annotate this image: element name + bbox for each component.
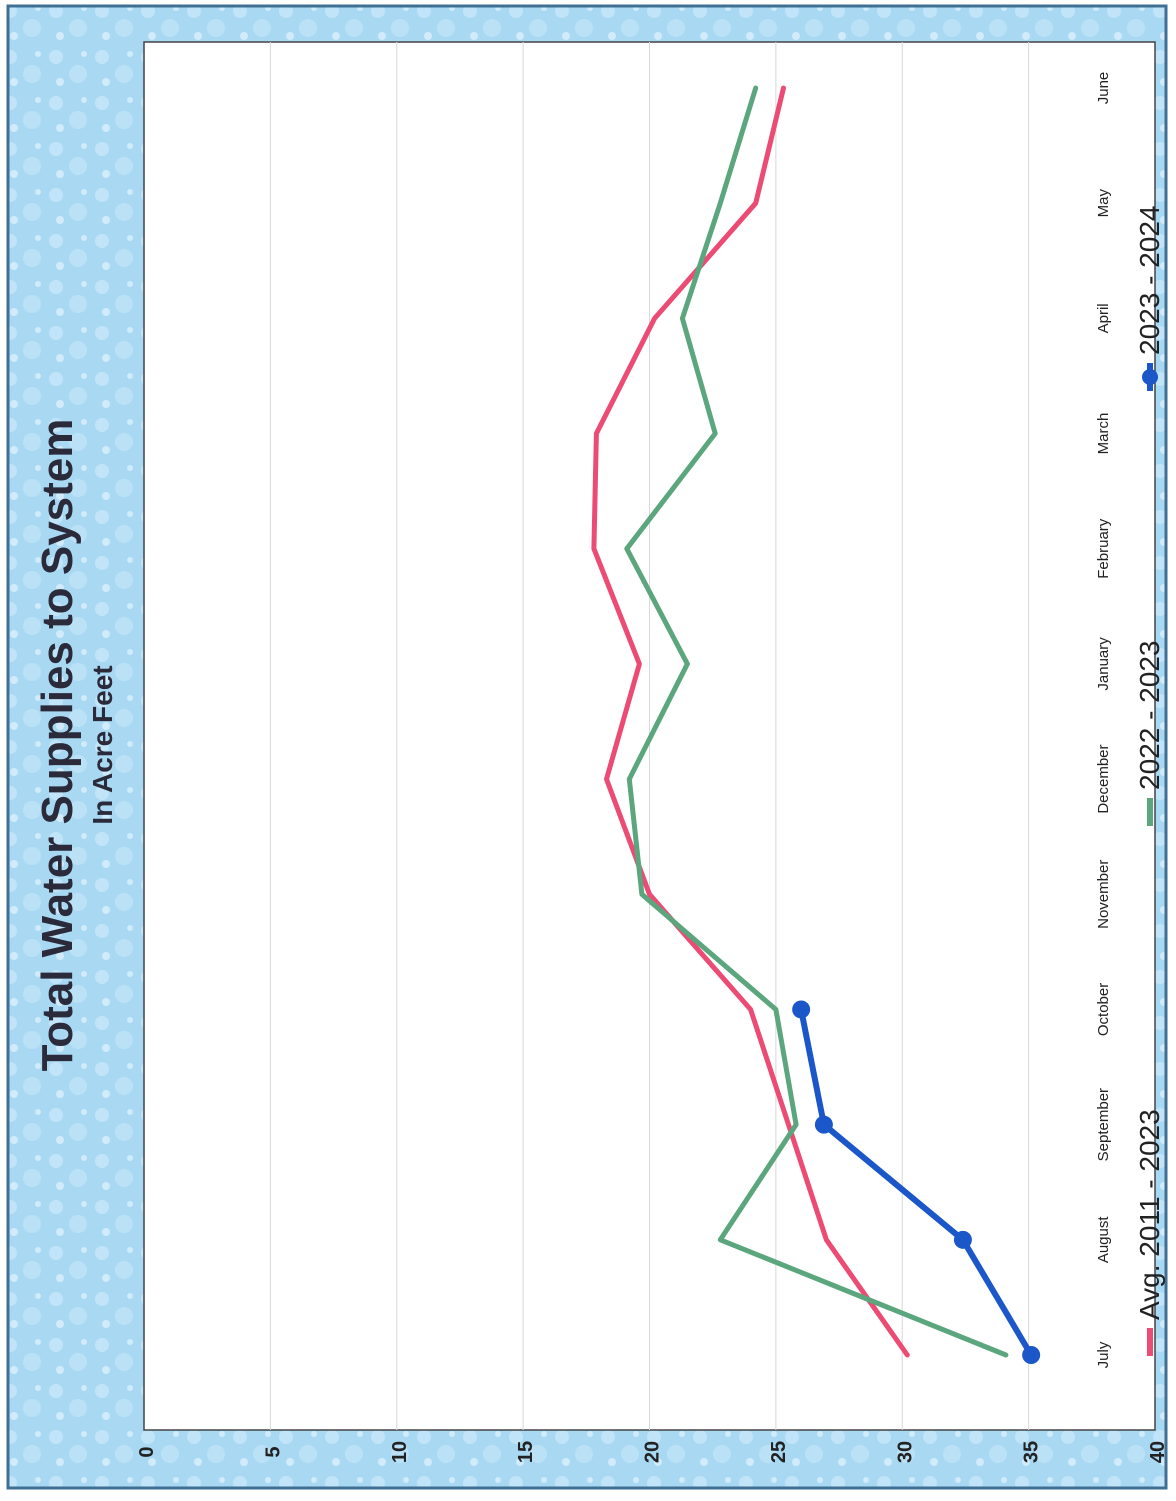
x-tick-label: December	[1095, 744, 1112, 813]
legend-label-2: 2023 - 2024	[1134, 206, 1165, 355]
y-tick-label: 40	[1147, 1441, 1169, 1463]
x-tick-label: February	[1095, 518, 1112, 579]
y-tick-label: 25	[768, 1441, 790, 1463]
y-tick-label: 5	[262, 1446, 284, 1457]
series-line-2	[798, 1006, 1035, 1358]
data-point	[1022, 1346, 1041, 1364]
x-tick-label: October	[1095, 983, 1112, 1036]
chart-subtitle: In Acre Feet	[87, 665, 118, 824]
y-tick-label: 15	[515, 1441, 537, 1463]
data-point	[792, 1000, 811, 1019]
x-tick-label: July	[1095, 1341, 1112, 1368]
chart-title: Total Water Supplies to System	[33, 419, 82, 1072]
y-tick-label: 20	[642, 1441, 664, 1463]
series-line-0	[591, 85, 910, 1358]
data-point	[953, 1230, 972, 1249]
legend-label-0: Avg. 2011 - 2023	[1134, 1109, 1165, 1320]
x-tick-label: June	[1095, 72, 1112, 105]
y-tick-label: 0	[136, 1446, 158, 1457]
y-tick-label: 35	[1021, 1441, 1043, 1463]
x-tick-label: November	[1095, 860, 1112, 929]
x-tick-label: January	[1095, 637, 1112, 691]
data-point	[814, 1115, 833, 1134]
legend-label-1: 2022 - 2023	[1134, 641, 1165, 790]
series-line-1	[624, 85, 1009, 1358]
x-tick-label: August	[1095, 1216, 1112, 1264]
x-tick-label: September	[1095, 1088, 1112, 1161]
x-tick-label: April	[1095, 303, 1112, 333]
x-tick-label: May	[1095, 189, 1112, 218]
y-tick-label: 10	[389, 1441, 411, 1463]
x-tick-label: March	[1095, 413, 1112, 455]
y-tick-label: 30	[894, 1441, 916, 1463]
legend-swatch-2	[1142, 363, 1158, 391]
